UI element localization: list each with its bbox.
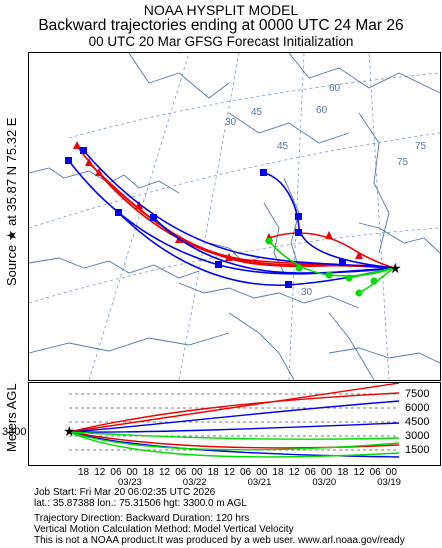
hour-tick: 12 xyxy=(353,467,365,478)
lat-label-75: 75 xyxy=(397,157,409,168)
hour-tick: 06 xyxy=(175,467,187,478)
hour-tick: 18 xyxy=(78,467,90,478)
y-tick-4500: 4500 xyxy=(405,416,430,428)
source-star-icon: ★ xyxy=(389,260,402,276)
lat-label-60: 60 xyxy=(316,105,328,116)
chart-source-star-icon: ★ xyxy=(63,423,76,439)
hour-tick: 06 xyxy=(369,467,381,478)
source-location-label: Source ★ at 35.87 N 75.32 E xyxy=(4,117,19,286)
lon-label-30: 30 xyxy=(225,117,237,128)
height-gridlines xyxy=(69,393,399,451)
date-tick: 03/22 xyxy=(182,477,207,488)
hour-tick: 00 xyxy=(256,467,268,478)
y-tick-7500: 7500 xyxy=(405,388,430,400)
graticule xyxy=(29,53,440,380)
green-markers xyxy=(265,237,378,297)
lat-label-45: 45 xyxy=(277,141,289,152)
hour-tick: 18 xyxy=(272,467,284,478)
hour-tick: 06 xyxy=(304,467,316,478)
hour-tick: 00 xyxy=(321,467,333,478)
footer-disclaimer: This is not a NOAA product.It was produc… xyxy=(34,535,405,546)
lon-label-60: 60 xyxy=(329,83,341,94)
title-initialization: 00 UTC 20 Mar GFSG Forecast Initializati… xyxy=(88,34,354,49)
title-trajectory: Backward trajectories ending at 0000 UTC… xyxy=(38,17,404,34)
lat-label-30: 30 xyxy=(301,287,313,298)
hour-tick: 18 xyxy=(207,467,219,478)
date-tick: 03/19 xyxy=(377,477,401,488)
hour-tick: 06 xyxy=(240,467,252,478)
hour-tick: 18 xyxy=(142,467,154,478)
coastlines xyxy=(29,53,440,380)
hour-tick: 06 xyxy=(110,467,122,478)
red-trajectories xyxy=(76,145,395,269)
hour-tick: 12 xyxy=(288,467,300,478)
hour-tick: 00 xyxy=(126,467,138,478)
hour-tick: 12 xyxy=(94,467,106,478)
footer-job-start: Job Start: Fri Mar 20 06:02:35 UTC 2026 xyxy=(34,487,216,498)
title-model: NOAA HYSPLIT MODEL xyxy=(143,2,299,18)
date-tick: 03/23 xyxy=(118,477,142,488)
height-chart-canvas: ★ xyxy=(63,383,400,458)
height-series xyxy=(68,383,400,458)
lon-label-45: 45 xyxy=(251,107,263,118)
y-tick-3000: 3000 xyxy=(405,430,430,442)
hour-tick: 12 xyxy=(223,467,235,478)
height-profile-chart: ★ xyxy=(28,382,441,466)
footer-location: lat.: 35.87388 lon.: 75.31506 hgt: 3300.… xyxy=(34,498,247,509)
start-height-label: 3300 xyxy=(2,426,27,438)
hour-tick: 18 xyxy=(337,467,349,478)
height-axis-label: Meters AGL xyxy=(4,383,19,452)
trajectory-map: 30 45 60 75 30 45 60 75 xyxy=(28,52,441,381)
footer-direction: Trajectory Direction: Backward Duration:… xyxy=(34,513,250,524)
blue-markers xyxy=(65,147,346,288)
hour-tick: 00 xyxy=(385,467,397,478)
footer-vertical-method: Vertical Motion Calculation Method: Mode… xyxy=(34,524,294,535)
graticule-labels: 30 45 60 75 30 45 60 75 xyxy=(225,83,427,298)
lon-label-75: 75 xyxy=(415,141,427,152)
hour-tick: 12 xyxy=(159,467,171,478)
y-tick-1500: 1500 xyxy=(405,444,430,456)
date-tick: 03/21 xyxy=(247,477,272,488)
map-canvas: 30 45 60 75 30 45 60 75 xyxy=(29,53,440,380)
date-tick: 03/20 xyxy=(312,477,337,488)
y-tick-6000: 6000 xyxy=(405,402,430,414)
hour-tick: 00 xyxy=(191,467,203,478)
